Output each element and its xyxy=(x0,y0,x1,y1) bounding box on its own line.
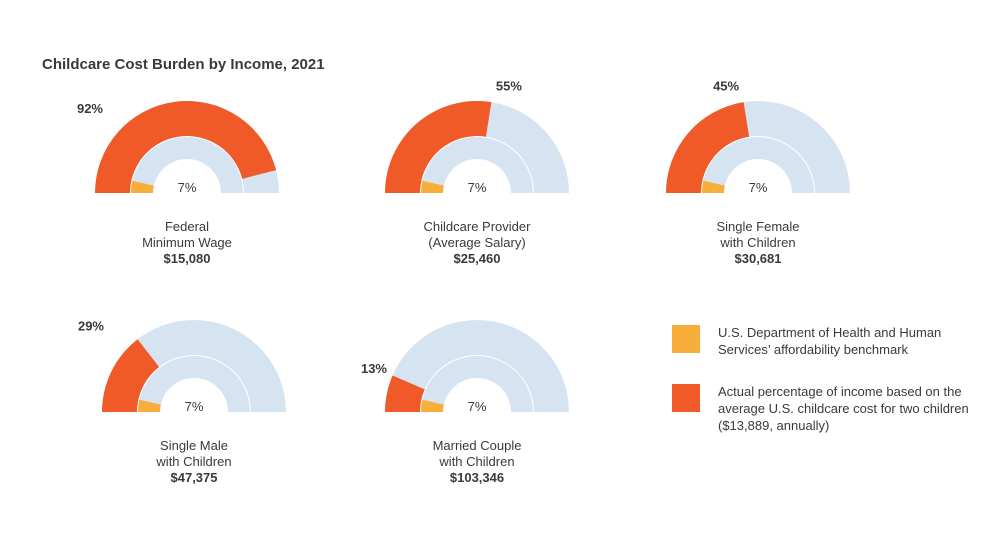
gauge-category-label: Federal xyxy=(165,219,209,234)
actual-arc xyxy=(385,100,492,193)
benchmark-pct-label: 7% xyxy=(468,399,487,414)
gauge-income-label: $30,681 xyxy=(735,251,782,266)
gauge-category-label: Married Couple xyxy=(433,438,522,453)
inner-track xyxy=(421,137,533,193)
benchmark-pct-label: 7% xyxy=(178,180,197,195)
actual-arc xyxy=(102,339,160,412)
gauge-income-label: $25,460 xyxy=(454,251,501,266)
outer-track xyxy=(102,320,286,412)
actual-pct-label: 13% xyxy=(361,361,387,376)
benchmark-arc xyxy=(421,399,444,412)
inner-track xyxy=(131,137,243,193)
benchmark-pct-label: 7% xyxy=(185,399,204,414)
actual-arc xyxy=(666,102,750,193)
gauge-category-label: with Children xyxy=(438,454,514,469)
gauge-category-label: (Average Salary) xyxy=(428,235,525,250)
gauge-category-label: with Children xyxy=(155,454,231,469)
legend-swatch-actual xyxy=(672,384,700,412)
inner-track xyxy=(702,137,814,193)
gauge-category-label: Childcare Provider xyxy=(424,219,532,234)
actual-arc xyxy=(385,375,425,412)
gauge-category-label: Single Male xyxy=(160,438,228,453)
benchmark-arc xyxy=(421,180,444,193)
benchmark-pct-label: 7% xyxy=(468,180,487,195)
actual-pct-label: 29% xyxy=(78,319,104,334)
actual-arc xyxy=(95,100,277,193)
inner-track xyxy=(138,356,250,412)
benchmark-pct-label: 7% xyxy=(749,180,768,195)
legend-label-benchmark: U.S. Department of Health and Human Serv… xyxy=(718,325,942,357)
actual-pct-label: 55% xyxy=(496,78,522,93)
actual-pct-label: 92% xyxy=(77,101,103,116)
gauge-category-label: Single Female xyxy=(716,219,799,234)
benchmark-arc xyxy=(702,180,725,193)
gauge-income-label: $15,080 xyxy=(164,251,211,266)
actual-pct-label: 45% xyxy=(713,78,739,93)
legend-label-actual: Actual percentage of income based on the… xyxy=(718,384,969,433)
gauge-category-label: Minimum Wage xyxy=(142,235,232,250)
legend-swatch-benchmark xyxy=(672,325,700,353)
gauge-category-label: with Children xyxy=(719,235,795,250)
gauge-income-label: $103,346 xyxy=(450,470,504,485)
inner-track xyxy=(421,356,533,412)
benchmark-arc xyxy=(131,180,154,193)
outer-track xyxy=(385,320,569,412)
benchmark-arc xyxy=(138,399,161,412)
gauge-income-label: $47,375 xyxy=(171,470,218,485)
chart-title: Childcare Cost Burden by Income, 2021 xyxy=(42,56,325,73)
